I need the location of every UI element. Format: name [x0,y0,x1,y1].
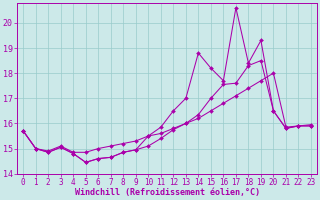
X-axis label: Windchill (Refroidissement éolien,°C): Windchill (Refroidissement éolien,°C) [75,188,260,197]
